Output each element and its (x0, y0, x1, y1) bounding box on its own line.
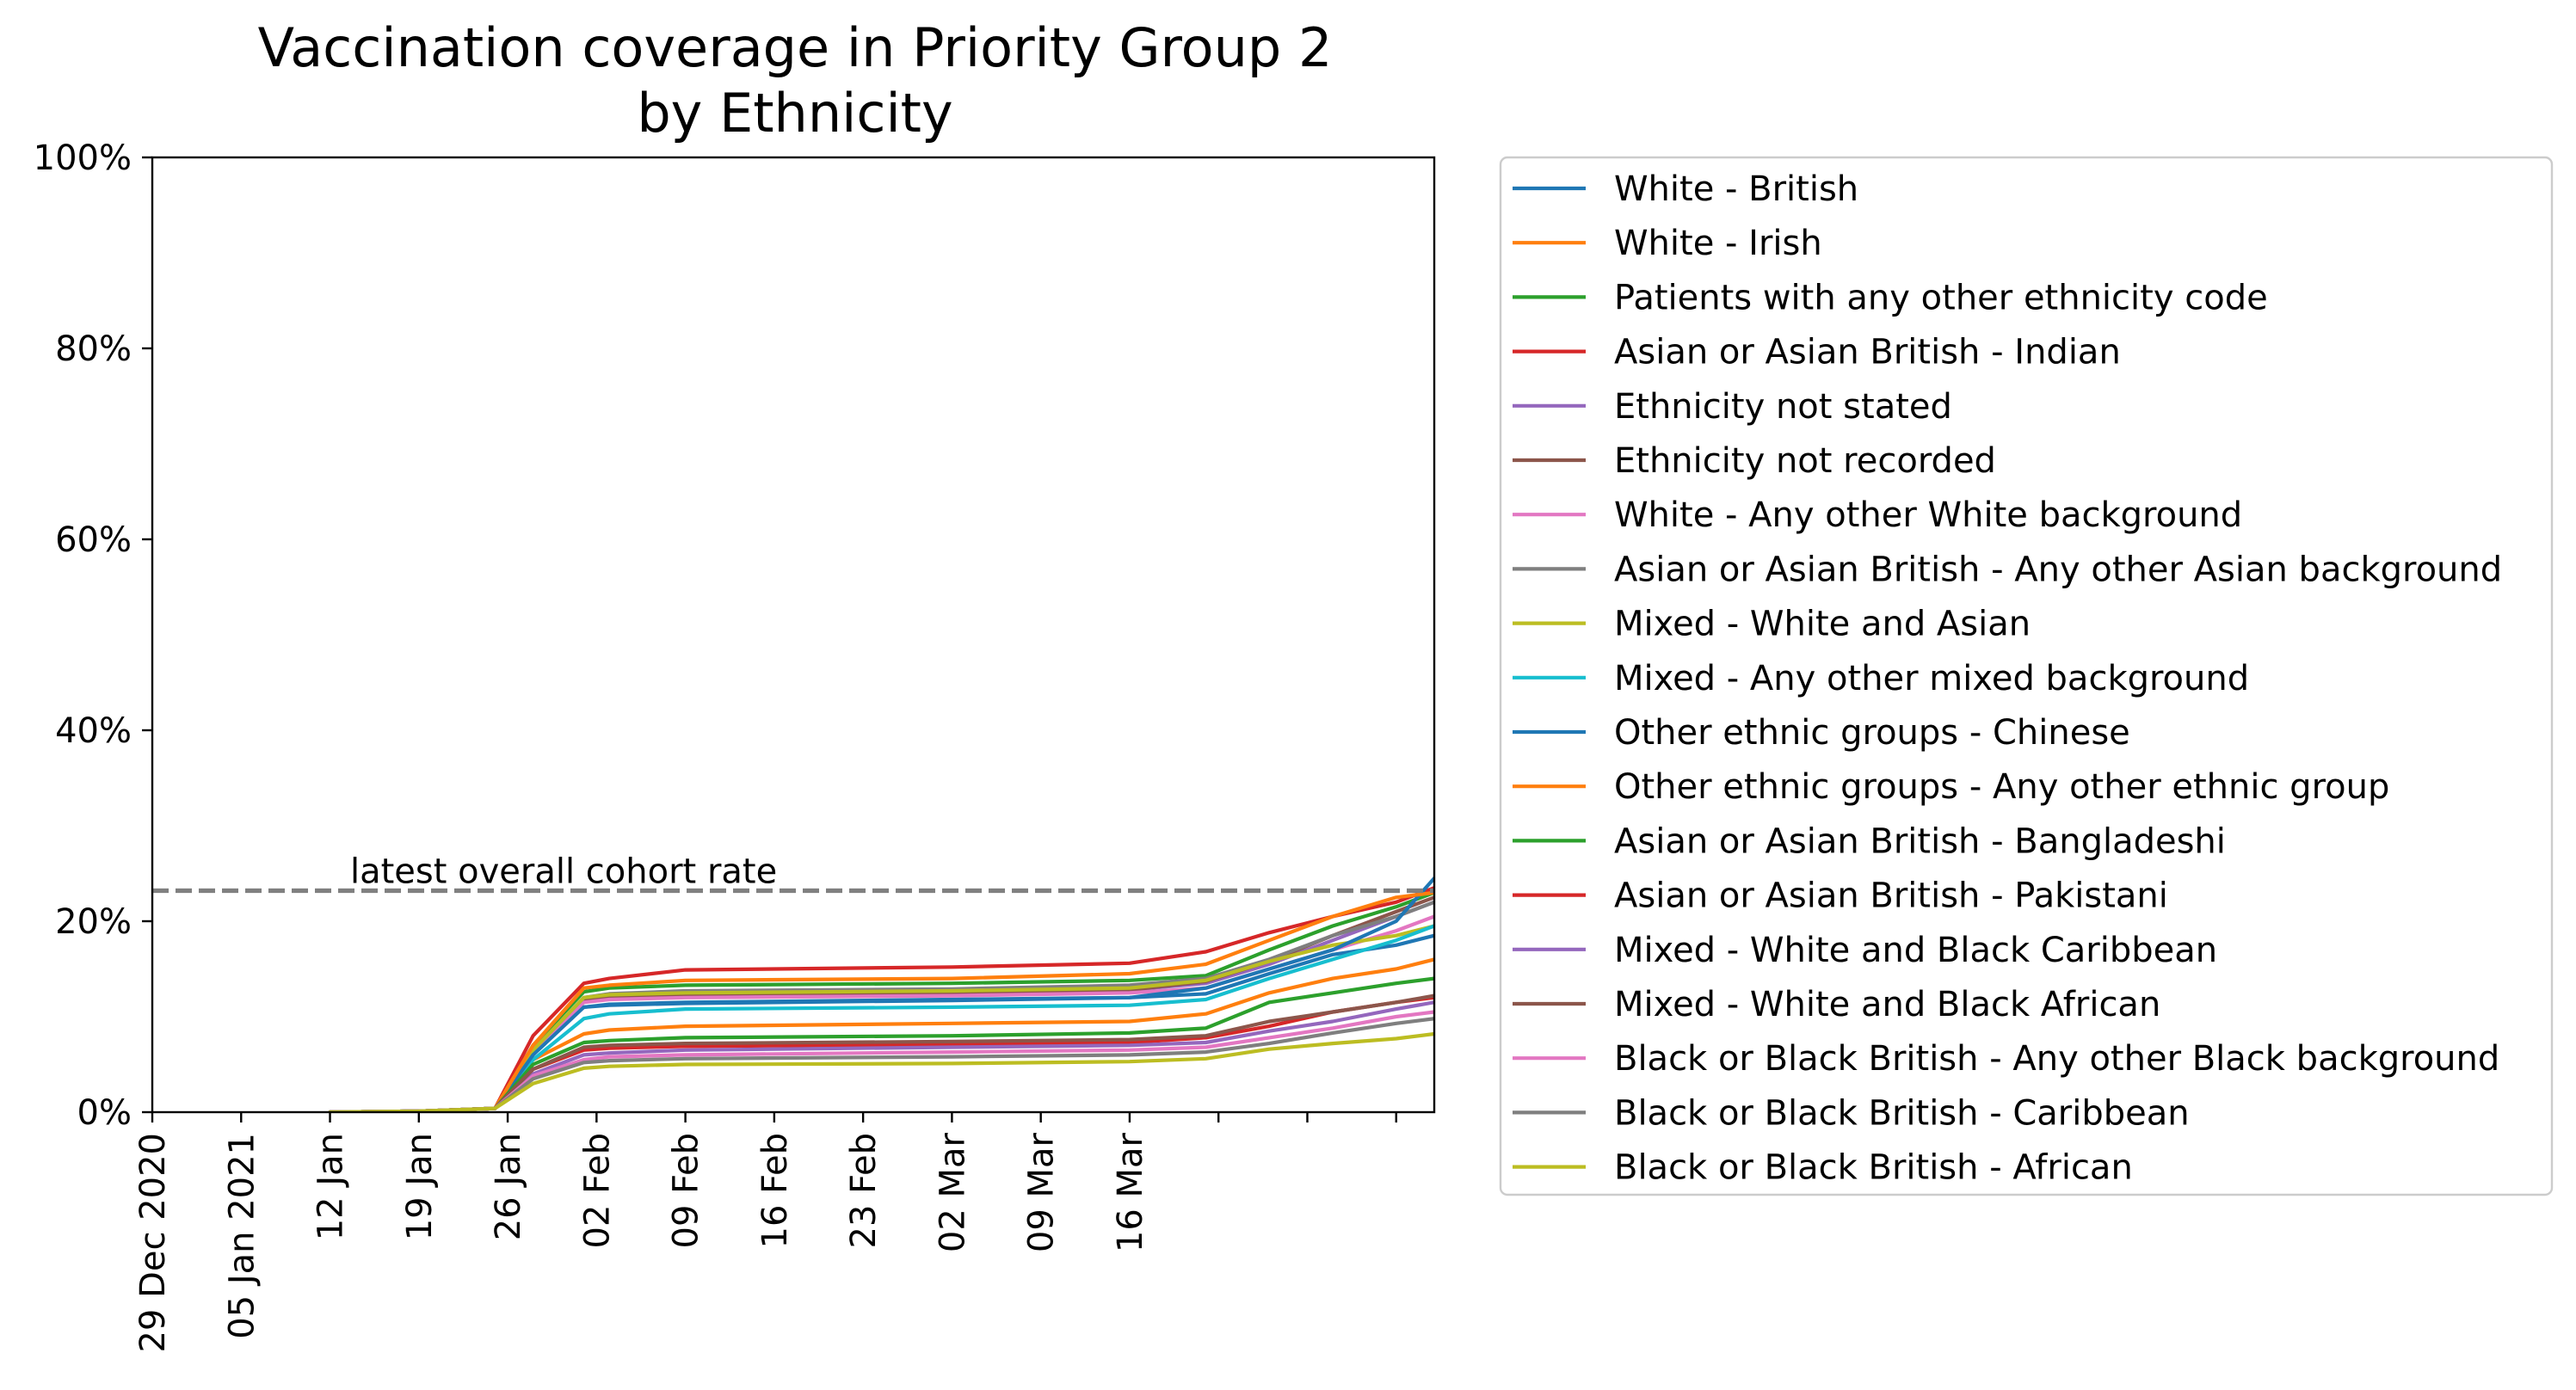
legend-label: Ethnicity not stated (1614, 387, 1952, 427)
y-axis: 0% 20% 40% 60% 80% 100% (34, 138, 152, 1133)
chart-title: Vaccination coverage in Priority Group 2 (258, 16, 1333, 79)
legend-label: White - Any other White background (1614, 495, 2242, 535)
legend-label: Mixed - Any other mixed background (1614, 659, 2249, 698)
legend-label: Asian or Asian British - Indian (1614, 333, 2121, 372)
x-tick-label: 16 Mar (1111, 1132, 1150, 1252)
legend-label: Black or Black British - African (1614, 1148, 2133, 1188)
x-tick-label: 19 Jan (400, 1133, 440, 1240)
y-tick-label: 40% (55, 711, 132, 751)
y-tick-label: 100% (34, 138, 132, 178)
chart-subtitle: by Ethnicity (637, 82, 952, 145)
legend-label: Patients with any other ethnicity code (1614, 278, 2268, 317)
x-tick-label: 26 Jan (489, 1133, 528, 1240)
legend-label: Asian or Asian British - Any other Asian… (1614, 550, 2502, 589)
x-tick-label: 05 Jan 2021 (222, 1133, 262, 1339)
legend: White - British White - Irish Patients wit… (1499, 156, 2554, 1196)
x-tick-label: 02 Mar (933, 1132, 972, 1252)
legend-label: Mixed - White and Black African (1614, 985, 2160, 1024)
y-tick-label: 20% (55, 902, 132, 942)
reference-line-label: latest overall cohort rate (350, 852, 777, 891)
legend-label: Asian or Asian British - Bangladeshi (1614, 821, 2226, 861)
x-tick-label: 29 Dec 2020 (133, 1133, 173, 1353)
series-layer (328, 876, 1434, 1112)
x-tick-label: 12 Jan (311, 1133, 351, 1240)
legend-label: Ethnicity not recorded (1614, 441, 1996, 481)
legend-label: Mixed - White and Black Caribbean (1614, 931, 2217, 970)
legend-label: White - British (1614, 169, 1858, 209)
y-tick-label: 0% (77, 1093, 132, 1133)
reference-line-layer: latest overall cohort rate (152, 852, 1434, 894)
legend-label: Black or Black British - Any other Black… (1614, 1039, 2499, 1079)
x-tick-label: 16 Feb (755, 1133, 795, 1248)
legend-label: Asian or Asian British - Pakistani (1614, 876, 2168, 916)
legend-label: Mixed - White and Asian (1614, 605, 2031, 644)
legend-box (1499, 156, 2554, 1196)
legend-label: Black or Black British - Caribbean (1614, 1093, 2190, 1133)
y-tick-label: 80% (55, 329, 132, 369)
x-tick-label: 09 Feb (667, 1133, 706, 1248)
legend-label: Other ethnic groups - Chinese (1614, 713, 2130, 753)
x-tick-label: 23 Feb (844, 1133, 884, 1248)
legend-label: Other ethnic groups - Any other ethnic g… (1614, 767, 2389, 807)
x-tick-label: 09 Mar (1022, 1132, 1062, 1252)
x-axis: 29 Dec 2020 05 Jan 2021 12 Jan 19 Jan 26 Jan… (133, 1112, 1397, 1353)
series-line-12 (328, 890, 1434, 1112)
series-line-19 (328, 1031, 1434, 1112)
plot-area-frame (151, 156, 1436, 1114)
y-tick-label: 60% (55, 520, 132, 560)
legend-label: White - Irish (1614, 224, 1822, 263)
x-tick-label: 02 Feb (577, 1133, 617, 1248)
